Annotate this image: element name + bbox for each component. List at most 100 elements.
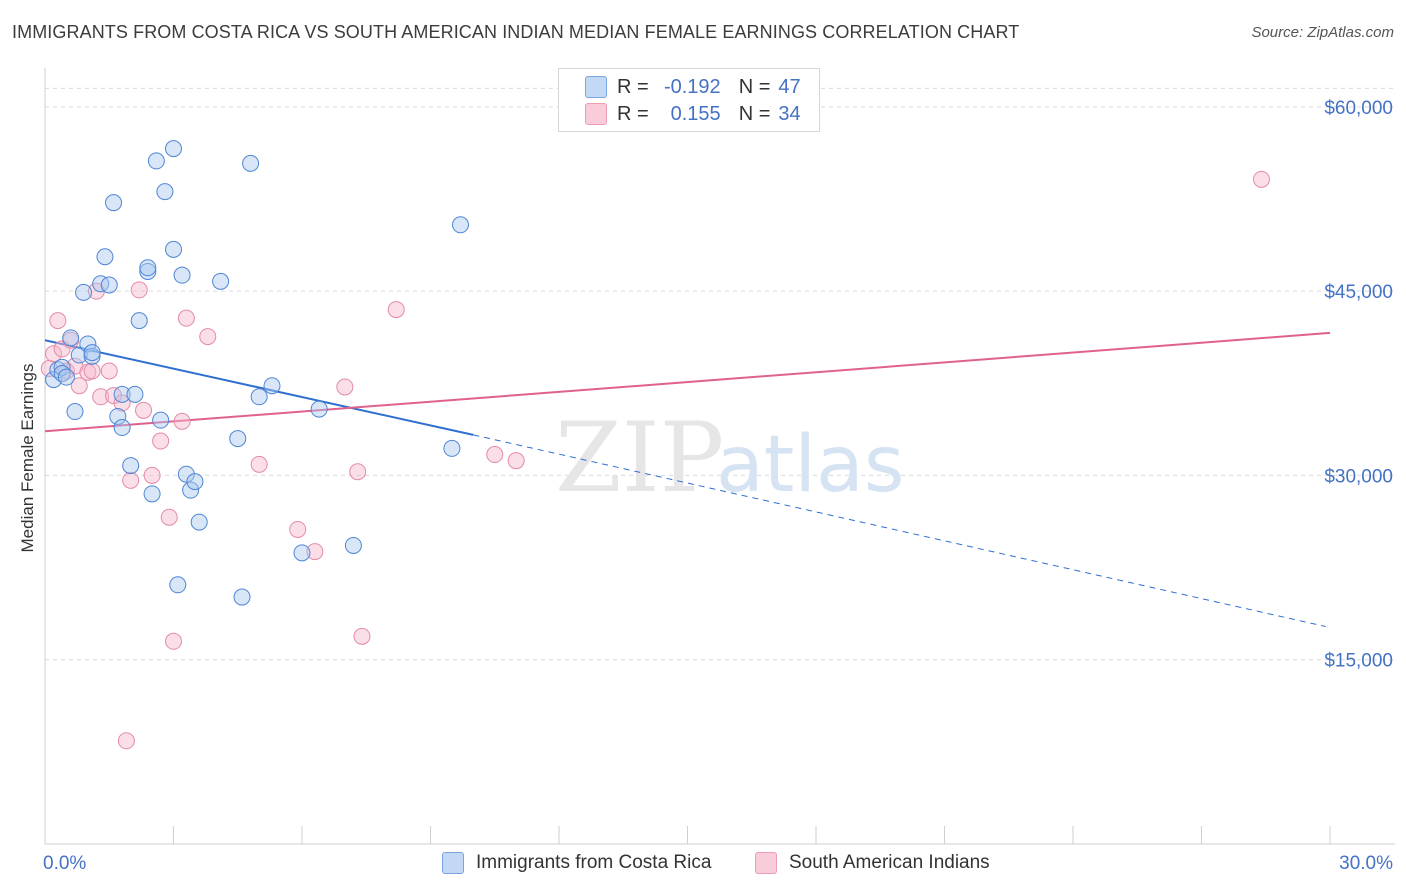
data-point-costa-rica	[122, 457, 140, 475]
legend-n-value: 34	[778, 102, 801, 125]
legend-r-label: R =	[617, 75, 649, 98]
data-point-costa-rica	[83, 344, 101, 362]
data-point-costa-rica	[105, 194, 123, 212]
data-point-costa-rica	[229, 430, 247, 448]
trend-line-costa-rica-extrapolated	[473, 434, 1326, 628]
legend-n-value: 47	[778, 75, 801, 98]
data-point-south-american-indians	[486, 446, 504, 464]
data-point-costa-rica	[451, 216, 469, 234]
data-point-costa-rica	[242, 154, 260, 172]
legend-r-value: -0.192	[663, 75, 721, 98]
data-point-south-american-indians	[117, 732, 135, 750]
data-point-costa-rica	[310, 400, 328, 418]
data-point-costa-rica	[96, 248, 114, 266]
gridlines	[45, 87, 1395, 661]
trend-lines	[44, 331, 1331, 628]
data-point-costa-rica	[250, 388, 268, 406]
data-point-costa-rica	[109, 407, 127, 425]
data-point-costa-rica	[143, 485, 161, 503]
data-point-costa-rica	[156, 183, 174, 201]
data-point-costa-rica	[152, 411, 170, 429]
legend-row-costa-rica: R = -0.192 N = 47	[585, 75, 801, 99]
data-point-south-american-indians	[353, 627, 371, 645]
y-axis-label: Median Female Earnings	[18, 364, 37, 553]
data-point-south-american-indians	[100, 362, 118, 380]
data-point-south-american-indians	[130, 281, 148, 299]
data-point-costa-rica	[75, 283, 93, 301]
data-point-costa-rica	[169, 576, 187, 594]
watermark: ZIP atlas	[555, 402, 905, 514]
stats-legend: R = -0.192 N = 47 R = 0.155 N = 34	[558, 68, 820, 132]
x-tick-label-min: 0.0%	[43, 853, 86, 874]
bottom-legend-swatch-blue	[442, 852, 464, 874]
data-point-costa-rica	[443, 439, 461, 457]
data-point-south-american-indians	[173, 412, 191, 430]
data-point-costa-rica	[126, 385, 144, 403]
trend-line-costa-rica	[44, 339, 474, 436]
y-tick-label: $30,000	[1324, 466, 1393, 487]
data-point-south-american-indians	[143, 466, 161, 484]
data-point-costa-rica	[147, 152, 165, 170]
axes	[44, 68, 1395, 845]
data-point-costa-rica	[83, 347, 101, 365]
data-point-south-american-indians	[165, 632, 182, 650]
data-point-costa-rica	[62, 329, 80, 347]
bottom-legend-swatch-pink	[755, 852, 777, 874]
data-point-costa-rica	[113, 385, 131, 403]
data-point-costa-rica	[66, 403, 84, 421]
data-point-costa-rica	[233, 588, 251, 606]
data-point-south-american-indians	[199, 328, 217, 346]
bottom-legend-label: Immigrants from Costa Rica	[476, 852, 712, 873]
data-point-costa-rica	[57, 368, 75, 386]
y-tick-label: $45,000	[1324, 282, 1393, 303]
data-point-south-american-indians	[113, 394, 131, 412]
legend-swatch-blue	[585, 76, 607, 98]
data-point-south-american-indians	[45, 345, 63, 363]
data-points	[40, 140, 1270, 750]
data-point-costa-rica	[293, 544, 311, 562]
bottom-legend-label: South American Indians	[789, 852, 990, 873]
data-point-south-american-indians	[507, 452, 525, 470]
data-point-costa-rica	[263, 377, 281, 395]
data-point-costa-rica	[165, 140, 182, 158]
data-point-south-american-indians	[1252, 170, 1270, 188]
legend-swatch-pink	[585, 103, 607, 125]
data-point-south-american-indians	[152, 432, 170, 450]
y-tick-label: $60,000	[1324, 98, 1393, 119]
trend-line-south-american-indians	[44, 331, 1331, 433]
data-point-south-american-indians	[122, 471, 140, 489]
data-point-south-american-indians	[105, 387, 123, 405]
data-point-south-american-indians	[92, 388, 110, 406]
data-point-costa-rica	[113, 419, 131, 437]
data-point-south-american-indians	[70, 377, 88, 395]
bottom-legend-costa-rica: Immigrants from Costa Rica	[442, 852, 711, 874]
data-point-south-american-indians	[349, 463, 367, 481]
data-point-south-american-indians	[250, 455, 268, 473]
legend-n-label: N =	[738, 75, 771, 98]
data-point-south-american-indians	[289, 520, 307, 538]
legend-r-label: R =	[617, 102, 649, 125]
data-point-costa-rica	[177, 465, 195, 483]
watermark-atlas: atlas	[716, 420, 905, 510]
data-point-south-american-indians	[160, 508, 178, 526]
x-tick-label-max: 30.0%	[1339, 853, 1393, 874]
y-tick-label: $15,000	[1324, 651, 1393, 672]
chart-title: IMMIGRANTS FROM COSTA RICA VS SOUTH AMER…	[12, 22, 1020, 42]
data-point-costa-rica	[165, 240, 182, 258]
data-point-costa-rica	[45, 371, 63, 389]
data-point-costa-rica	[139, 262, 157, 280]
data-point-south-american-indians	[49, 312, 67, 330]
data-point-costa-rica	[92, 275, 110, 293]
tick-labels: $60,000 $45,000 $30,000 $15,000 0.0% 30.0%	[43, 98, 1393, 874]
data-point-costa-rica	[182, 481, 200, 499]
data-point-south-american-indians	[336, 378, 354, 396]
data-point-costa-rica	[130, 312, 148, 330]
data-point-costa-rica	[53, 358, 71, 376]
data-point-costa-rica	[173, 266, 191, 284]
data-point-costa-rica	[212, 272, 230, 290]
chart-source: Source: ZipAtlas.com	[1251, 24, 1394, 41]
data-point-costa-rica	[186, 473, 204, 491]
data-point-costa-rica	[100, 276, 118, 294]
data-point-south-american-indians	[177, 309, 195, 327]
